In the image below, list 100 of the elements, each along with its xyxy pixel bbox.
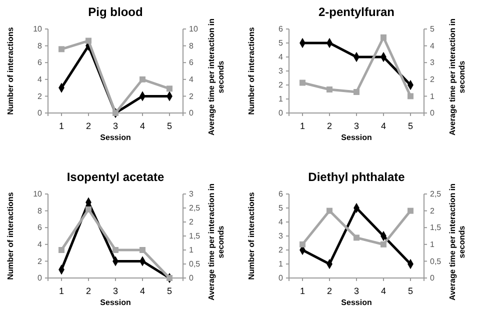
y2-tick-label: 0 <box>430 108 435 118</box>
y2-tick-label: 1,5 <box>430 223 442 232</box>
y2-tick-label: 6 <box>189 58 194 68</box>
point <box>326 86 332 92</box>
y2-tick-label: 1 <box>430 92 435 101</box>
y2-tick-label: 1 <box>430 240 435 249</box>
y2-tick-label: 2 <box>430 206 435 216</box>
y2-tick-label: 0 <box>189 108 194 118</box>
y-tick-label: 0 <box>38 108 43 118</box>
y-tick-label: 8 <box>38 206 43 216</box>
x-tick-label: 2 <box>86 120 92 131</box>
x-axis-title: Session <box>341 133 372 142</box>
point <box>112 247 118 253</box>
y2-tick-label: 0,5 <box>430 256 442 266</box>
y-tick-label: 10 <box>33 24 43 34</box>
x-tick-label: 5 <box>408 120 414 131</box>
point <box>166 86 172 92</box>
y-tick-label: 0 <box>38 274 43 283</box>
y-tick-label: 2 <box>38 92 43 101</box>
y2-tick-label: 0 <box>189 274 194 283</box>
y2-tick-label: 3 <box>189 190 194 199</box>
y-axis-title: Number of interactions <box>247 192 256 280</box>
point <box>380 34 386 40</box>
y-tick-label: 4 <box>38 74 43 84</box>
x-tick-label: 4 <box>380 286 386 296</box>
y-tick-label: 4 <box>278 218 284 227</box>
point <box>58 247 64 253</box>
y-tick-label: 2 <box>38 256 43 266</box>
y-tick-label: 5 <box>278 38 284 48</box>
y2-axis-title: Average time per interaction in seconds <box>207 18 226 136</box>
y2-tick-label: 1,5 <box>189 232 201 241</box>
x-tick-label: 3 <box>354 286 360 296</box>
y2-tick-label: 4 <box>189 74 194 84</box>
x-tick-label: 5 <box>166 286 172 296</box>
x-tick-label: 3 <box>112 120 118 131</box>
point <box>58 46 64 52</box>
x-tick-label: 3 <box>112 286 118 296</box>
y-tick-label: 1 <box>278 94 284 104</box>
point <box>86 206 92 212</box>
y-tick-label: 6 <box>278 24 284 34</box>
y-tick-label: 0 <box>278 274 284 283</box>
x-tick-label: 3 <box>354 120 360 131</box>
point <box>300 80 306 86</box>
y-tick-label: 3 <box>278 232 284 241</box>
x-tick-label: 1 <box>300 120 306 131</box>
y2-tick-label: 2,5 <box>189 204 201 213</box>
y2-tick-label: 3 <box>430 58 435 68</box>
x-tick-label: 2 <box>326 286 332 296</box>
y2-tick-label: 2 <box>430 74 435 84</box>
y2-tick-label: 0,5 <box>189 260 201 269</box>
y-tick-label: 10 <box>33 190 43 199</box>
x-tick-label: 4 <box>140 286 146 296</box>
y2-tick-label: 8 <box>189 41 194 50</box>
point <box>408 93 414 100</box>
y2-tick-label: 2 <box>189 92 194 101</box>
point <box>112 110 118 116</box>
point <box>140 247 146 253</box>
y-tick-label: 4 <box>278 52 284 62</box>
point <box>326 208 332 214</box>
point <box>166 275 172 281</box>
point <box>140 76 146 82</box>
y-tick-label: 6 <box>278 190 284 199</box>
x-tick-label: 1 <box>300 286 306 296</box>
y-tick-label: 2 <box>278 80 284 90</box>
y2-tick-label: 2,5 <box>430 190 442 199</box>
y-tick-label: 0 <box>278 108 284 118</box>
point <box>354 89 360 95</box>
chart-title: Pig blood <box>88 5 143 19</box>
x-tick-label: 5 <box>408 286 414 296</box>
x-tick-label: 2 <box>326 120 332 131</box>
y-tick-label: 3 <box>278 66 284 76</box>
y2-tick-label: 5 <box>430 24 435 34</box>
x-axis-title: Session <box>100 298 131 307</box>
x-tick-label: 1 <box>58 120 64 131</box>
chart-title: Isopentyl acetate <box>66 170 165 184</box>
y2-axis-title: Average time per interaction in seconds <box>448 183 467 301</box>
point <box>300 241 306 248</box>
x-tick-label: 1 <box>58 286 64 296</box>
chart-title: Diethyl phthalate <box>308 170 406 184</box>
y-tick-label: 5 <box>278 204 284 213</box>
point <box>408 208 414 214</box>
point <box>380 241 386 248</box>
y2-tick-label: 4 <box>430 41 435 50</box>
y2-tick-label: 0 <box>430 274 435 283</box>
x-tick-label: 4 <box>380 120 386 131</box>
y2-tick-label: 2 <box>189 218 194 227</box>
point <box>354 234 360 241</box>
x-tick-label: 2 <box>86 286 92 296</box>
y-tick-label: 8 <box>38 41 43 50</box>
y2-axis-title: Average time per interaction in seconds <box>207 183 226 301</box>
y-axis-title: Number of interactions <box>247 26 256 115</box>
y2-axis-title: Average time per interaction in seconds <box>448 18 467 136</box>
y-tick-label: 1 <box>278 260 284 269</box>
y2-tick-label: 1 <box>189 246 194 255</box>
x-axis-title: Session <box>341 298 372 307</box>
y-tick-label: 4 <box>38 240 43 249</box>
y-tick-label: 2 <box>278 246 284 255</box>
chart-title: 2-pentylfuran <box>318 5 395 19</box>
x-axis-title: Session <box>100 133 131 142</box>
y-axis-title: Number of interactions <box>6 192 15 280</box>
